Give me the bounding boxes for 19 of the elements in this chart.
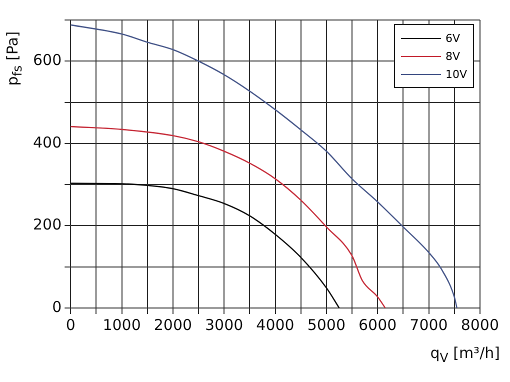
legend-label: 10V xyxy=(445,68,467,80)
y-tick-label: 400 xyxy=(32,133,62,152)
y-tick-label: 200 xyxy=(32,216,62,234)
x-axis-title: q$_{V}$ [m³/h] xyxy=(430,344,500,365)
line-series xyxy=(70,126,386,308)
x-tick-label: 3000 xyxy=(205,316,244,334)
x-tick-label: 0 xyxy=(66,316,76,334)
legend-label: 6V xyxy=(445,32,460,44)
x-tick-label: 7000 xyxy=(410,316,448,334)
x-tick-label: 5000 xyxy=(307,316,346,334)
x-tick-label: 4000 xyxy=(256,316,294,334)
y-tick-label: 600 xyxy=(32,51,62,70)
line-series xyxy=(70,182,340,308)
y-tick-label: 0 xyxy=(52,298,62,316)
x-tick-label: 8000 xyxy=(460,316,500,334)
legend-label: 8V xyxy=(445,50,460,62)
x-tick-label: 6000 xyxy=(358,316,397,334)
x-tick-label: 1000 xyxy=(102,316,141,334)
x-tick-label: 2000 xyxy=(154,316,192,334)
